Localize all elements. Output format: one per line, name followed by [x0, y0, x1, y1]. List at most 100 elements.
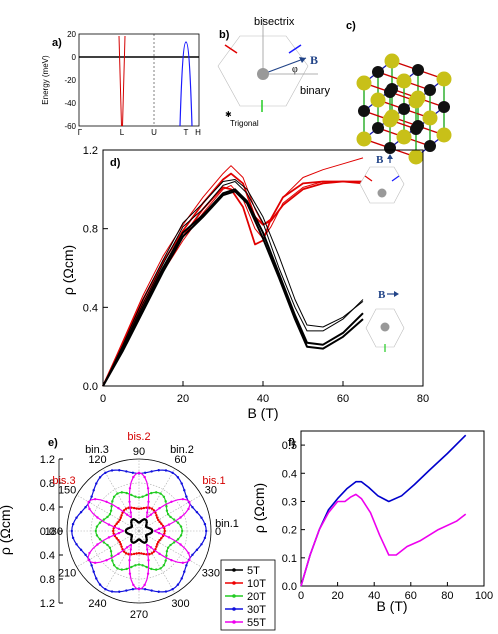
- panel-d: d) 0 20 40 60 80 0.0 0.4 0.8 1.2 B (T) ρ (Ωcm) B…: [60, 145, 429, 421]
- panel-a-xtick-1: L: [120, 128, 125, 137]
- polar-marker: [156, 516, 159, 519]
- polar-marker: [163, 527, 166, 530]
- panel-f-lines: [300, 434, 467, 587]
- polar-marker: [132, 583, 135, 587]
- polar-marker: [135, 552, 138, 555]
- polar-marker: [90, 564, 93, 567]
- polar-marker: [95, 534, 99, 537]
- polar-marker: [145, 493, 148, 497]
- polar-marker: [120, 568, 124, 571]
- lattice-atom-black: [410, 123, 422, 135]
- panel-f-ytick: 0.2: [282, 525, 297, 537]
- polar-angle-tick-0: 0: [215, 526, 221, 538]
- polar-marker: [149, 546, 153, 549]
- polar-marker: [170, 500, 173, 503]
- annot-bis2: bis.2: [127, 431, 150, 443]
- panel-d-xtick: 20: [177, 393, 189, 405]
- panel-f-xtick: 100: [475, 590, 493, 602]
- panel-d-lines: [102, 157, 364, 387]
- polar-radial-tick: 0.8: [40, 574, 55, 586]
- legend-label-5T: 5T: [247, 565, 260, 577]
- panel-f-frame: [300, 430, 485, 587]
- panel-f-series-1: [300, 493, 467, 587]
- polar-marker: [110, 505, 113, 508]
- panel-a-label: a): [52, 37, 62, 49]
- panel-a-xtick-0: Γ: [78, 128, 83, 137]
- polar-marker: [180, 577, 183, 580]
- polar-marker: [145, 553, 148, 556]
- polar-marker: [117, 552, 120, 556]
- polar-marker: [169, 543, 172, 547]
- polar-marker: [137, 496, 141, 499]
- panel-d-series-7: [102, 179, 364, 387]
- panel-d-xtick: 40: [257, 393, 269, 405]
- polar-marker: [112, 495, 116, 498]
- panel-b-phi-label: φ: [292, 64, 298, 75]
- polar-marker: [165, 554, 168, 557]
- polar-marker: [140, 507, 143, 510]
- polar-marker: [205, 529, 208, 533]
- lattice-atom-black: [384, 86, 396, 98]
- polar-marker: [179, 534, 183, 537]
- polar-angle-tick-150: 150: [58, 485, 76, 497]
- polar-marker: [104, 471, 107, 475]
- legend-marker-5T: [232, 568, 236, 572]
- polar-marker: [112, 527, 115, 530]
- polar-marker: [162, 564, 166, 567]
- polar-marker: [137, 471, 141, 474]
- polar-marker: [95, 482, 98, 485]
- polar-marker: [183, 570, 186, 573]
- polar-marker: [128, 559, 131, 562]
- polar-marker: [120, 514, 123, 517]
- panel-a-frame: [78, 33, 200, 127]
- polar-marker: [124, 552, 128, 555]
- polar-radial-tick: 0.0: [40, 526, 55, 538]
- panel-f-xtick: 20: [331, 590, 343, 602]
- polar-marker: [137, 563, 141, 566]
- panel-a-xtick-2: U: [151, 128, 157, 137]
- polar-marker: [125, 513, 129, 516]
- panel-d-series-0: [102, 172, 363, 387]
- polar-marker: [171, 471, 174, 475]
- polar-marker: [203, 536, 207, 540]
- polar-marker: [150, 531, 153, 534]
- inset-bottom-dot: [380, 322, 390, 332]
- polar-marker: [172, 541, 176, 544]
- polar-marker: [108, 513, 112, 516]
- polar-angle-tick-270: 270: [130, 609, 148, 621]
- polar-marker: [95, 577, 98, 580]
- polar-angle-tick-30: 30: [205, 485, 217, 497]
- legend-label-20T: 20T: [247, 591, 266, 603]
- legend-marker-55T: [232, 620, 236, 624]
- annot-bin1: bin.1: [215, 518, 239, 530]
- polar-marker: [132, 506, 136, 510]
- polar-marker: [157, 518, 160, 522]
- polar-marker: [107, 523, 111, 526]
- panel-d-label: d): [110, 157, 121, 169]
- panel-d-inset-top: B: [359, 154, 405, 204]
- polar-angle-tick-240: 240: [88, 598, 106, 610]
- polar-marker: [154, 529, 157, 533]
- panel-e-label: e): [48, 437, 58, 449]
- polar-marker: [102, 541, 106, 544]
- polar-marker: [106, 543, 109, 547]
- polar-marker: [112, 532, 115, 535]
- panel-d-ytick: 1.2: [83, 145, 98, 157]
- polar-marker: [98, 521, 102, 524]
- panel-d-ylabel: ρ (Ωcm): [60, 245, 76, 295]
- panel-d-series-2: [102, 157, 364, 387]
- lattice-atom-black: [384, 142, 396, 154]
- panel-f-xlabel: B (T): [376, 598, 407, 614]
- polar-marker: [200, 543, 203, 546]
- polar-marker: [110, 554, 113, 557]
- polar-marker: [84, 505, 87, 509]
- polar-marker: [118, 469, 121, 472]
- polar-marker: [164, 590, 168, 593]
- panel-d-series-4: [102, 190, 364, 387]
- polar-marker: [158, 538, 161, 542]
- polar-marker: [135, 507, 138, 510]
- panel-f-xtick: 80: [441, 590, 453, 602]
- polar-marker: [87, 500, 90, 504]
- polar-marker: [149, 513, 153, 516]
